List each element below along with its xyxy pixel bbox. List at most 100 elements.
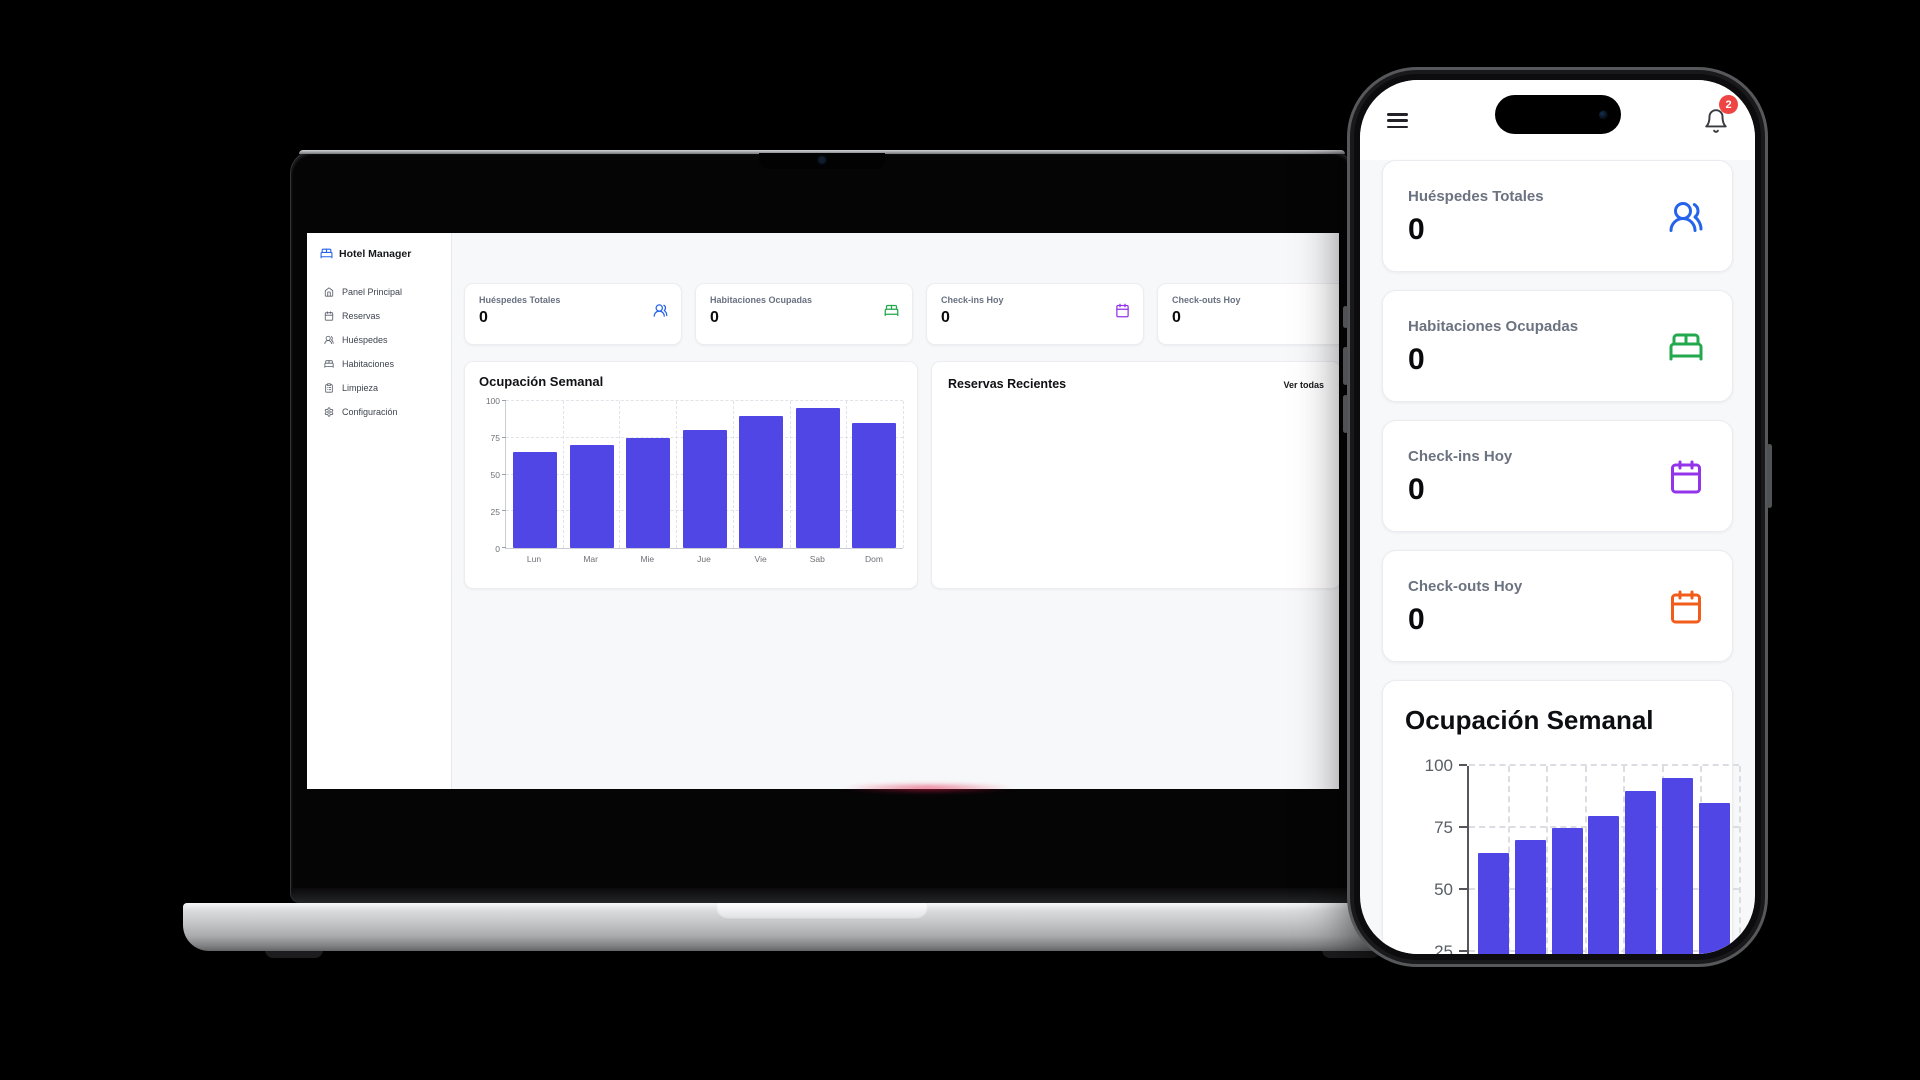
laptop-screen: Hotel Manager Panel Principal Reservas [290,150,1354,903]
y-tick-label: 75 [1434,818,1453,837]
chart-bar [1698,803,1730,954]
laptop-lid-notch [715,903,928,920]
sidebar-item-configuracion[interactable]: Configuración [320,400,451,424]
stat-card-huespedes-totales: Huéspedes Totales 0 [464,283,682,345]
chart-bar [1514,840,1546,954]
stat-label: Check-ins Hoy [941,295,1004,305]
sidebar-item-label: Configuración [342,407,398,417]
dynamic-island [1494,95,1621,134]
dashboard-panels: Ocupación Semanal 0 25 50 75 100 Lun Mar Mie Ju… [464,361,1339,589]
stat-card-habitaciones-ocupadas: Habitaciones Ocupadas 0 [1382,290,1733,402]
sidebar-item-label: Habitaciones [342,359,395,369]
bed-icon [324,359,334,369]
notification-badge: 2 [1719,95,1738,114]
notifications-button[interactable]: 2 [1703,95,1738,134]
stat-value: 0 [1408,473,1425,506]
stat-card-habitaciones-ocupadas: Habitaciones Ocupadas 0 [695,283,913,345]
chart-bar [1588,815,1620,954]
phone-power-button [1767,444,1772,508]
chart-plot-area [502,400,904,549]
phone-cards: Huéspedes Totales 0 Habitaciones Ocupada… [1382,160,1741,954]
stat-label: Habitaciones Ocupadas [1408,318,1579,335]
recent-reservations-card: Reservas Recientes Ver todas [931,361,1339,589]
chart-bar [626,437,670,548]
sidebar-item-label: Huéspedes [342,335,388,345]
stat-label: Check-ins Hoy [1408,448,1513,465]
chart-bar [1662,778,1694,954]
phone-screen: 2 Huéspedes Totales 0 Habitaciones Ocupa… [1360,80,1755,954]
stat-value: 0 [1408,213,1425,246]
sidebar-item-reservas[interactable]: Reservas [320,304,451,328]
phone-volume-down-button [1343,395,1348,433]
sidebar-item-panel-principal[interactable]: Panel Principal [320,280,451,304]
sidebar-item-habitaciones[interactable]: Habitaciones [320,352,451,376]
x-tick-label: Sab [809,554,825,564]
phone-action-button [1343,306,1348,328]
home-icon [324,287,334,297]
menu-icon[interactable] [1387,113,1408,128]
stat-value: 0 [479,309,488,326]
calendar-icon [1668,459,1704,495]
stat-value: 0 [710,309,719,326]
chart-plot-area [1459,764,1741,954]
x-axis: Lun Mar Mie Jue Vie Sab Dom [505,554,903,564]
chart-title: Ocupación Semanal [479,374,604,389]
x-tick-label: Mar [583,554,598,564]
y-tick-label: 50 [490,470,500,480]
chart-bar [739,415,783,548]
stat-card-huespedes-totales: Huéspedes Totales 0 [1382,160,1733,272]
weekly-occupancy-chart: 0 25 50 75 100 Lun Mar Mie Jue Vie Sab Dom [479,396,904,564]
sidebar-nav: Panel Principal Reservas Huéspedes [320,280,451,424]
sidebar-item-label: Reservas [342,311,381,321]
chart-bar [795,408,840,548]
chart-bar [513,452,557,548]
stats-row: Huéspedes Totales 0 Habitaciones Ocupada… [464,283,1339,345]
calendar-icon [1115,303,1130,318]
y-tick-label: 75 [490,433,500,443]
y-tick-label: 50 [1434,880,1453,899]
dashboard-main: Huéspedes Totales 0 Habitaciones Ocupada… [452,233,1339,789]
phone-volume-up-button [1343,347,1348,385]
stat-card-checkins-hoy: Check-ins Hoy 0 [1382,420,1733,532]
sidebar-item-limpieza[interactable]: Limpieza [320,376,451,400]
sidebar-item-label: Panel Principal [342,287,403,297]
phone-mockup: 2 Huéspedes Totales 0 Habitaciones Ocupa… [1343,67,1772,967]
y-tick-label: 25 [490,507,500,517]
gear-icon [324,407,334,417]
chart-bar [1625,790,1657,954]
screen-reflection-smudge [843,783,1013,793]
stat-label: Check-outs Hoy [1172,295,1241,305]
x-tick-label: Dom [864,554,883,564]
stat-label: Habitaciones Ocupadas [710,295,813,305]
webcam-dot [819,157,825,163]
x-tick-label: Mie [640,554,655,564]
chart-bar [1478,852,1509,954]
sidebar-item-label: Limpieza [342,383,379,393]
sidebar: Hotel Manager Panel Principal Reservas [307,233,452,789]
chart-bar [682,430,727,548]
recent-reservations-title: Reservas Recientes [948,377,1067,391]
x-tick-label: Vie [754,554,767,564]
stat-value: 0 [1408,343,1425,376]
front-camera-dot [1598,110,1608,119]
stat-value: 0 [941,309,950,326]
chart-bar [1551,828,1583,954]
view-all-link[interactable]: Ver todas [1283,380,1324,390]
brand: Hotel Manager [320,247,451,260]
laptop-base [183,903,1460,951]
brand-label: Hotel Manager [339,247,412,260]
y-tick-label: 25 [1434,942,1453,954]
chart-bar [852,423,896,548]
calendar-icon [1668,589,1704,625]
clipboard-icon [324,383,334,393]
bed-icon [1668,329,1704,365]
stat-card-checkouts-hoy: Check-outs Hoy 0 [1157,283,1339,345]
users-icon [1668,199,1704,235]
users-icon [653,303,668,318]
stat-label: Huéspedes Totales [479,295,561,305]
y-tick-label: 100 [1424,756,1453,775]
sidebar-item-huespedes[interactable]: Huéspedes [320,328,451,352]
